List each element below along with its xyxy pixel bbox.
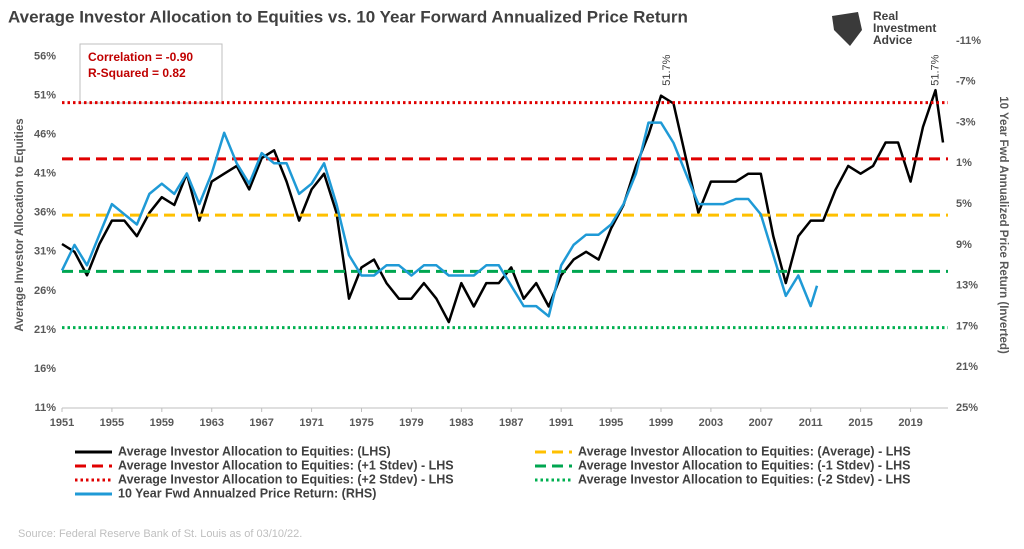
annotation: 51.7% [929, 54, 941, 85]
y-tick-label: 31% [34, 246, 56, 258]
y-tick-label: 16% [34, 363, 56, 375]
logo-icon [832, 12, 862, 46]
series-line [60, 121, 819, 318]
x-tick-label: 1967 [249, 417, 273, 429]
legend-label: Average Investor Allocation to Equities:… [578, 472, 910, 486]
x-tick-label: 1959 [150, 417, 174, 429]
x-tick-label: 1991 [549, 417, 573, 429]
legend-label: Average Investor Allocation to Equities:… [118, 472, 454, 486]
x-tick-label: 2003 [699, 417, 723, 429]
y-tick-label: 26% [34, 285, 56, 297]
y2-tick-label: 13% [956, 280, 978, 292]
stats-text: Correlation = -0.90 [88, 50, 193, 64]
legend-label: Average Investor Allocation to Equities:… [578, 444, 911, 458]
legend-label: Average Investor Allocation to Equities:… [118, 458, 454, 472]
x-tick-label: 2019 [898, 417, 922, 429]
x-tick-label: 1975 [349, 417, 373, 429]
y2-tick-label: 21% [956, 361, 978, 373]
y2-tick-label: 5% [956, 198, 972, 210]
y2-tick-label: -3% [956, 116, 976, 128]
y-tick-label: 36% [34, 207, 56, 219]
legend-label: 10 Year Fwd Annualzed Price Return: (RHS… [118, 486, 376, 500]
y2-tick-label: 17% [956, 320, 978, 332]
legend-label: Average Investor Allocation to Equities:… [578, 458, 910, 472]
x-tick-label: 2011 [799, 417, 823, 429]
y2-tick-label: 9% [956, 239, 972, 251]
stats-box [79, 43, 223, 104]
x-tick-label: 1951 [50, 417, 74, 429]
brand-text: Investment [873, 21, 936, 35]
y2-tick-label: -11% [956, 35, 981, 47]
y-tick-label: 56% [34, 51, 56, 63]
annotation: 51.7% [661, 54, 673, 85]
brand-text: Advice [873, 33, 913, 47]
y2-tick-label: -7% [956, 76, 976, 88]
x-tick-label: 1963 [200, 417, 224, 429]
legend-label: Average Investor Allocation to Equities:… [118, 444, 391, 458]
y-axis-title: Average Investor Allocation to Equities [14, 118, 26, 331]
x-tick-label: 1979 [399, 417, 423, 429]
y-tick-label: 21% [34, 324, 56, 336]
x-tick-label: 2015 [848, 417, 872, 429]
y-tick-label: 41% [34, 168, 56, 180]
y-tick-label: 46% [34, 129, 56, 141]
source-note: Source: Federal Reserve Bank of St. Loui… [18, 528, 302, 540]
y2-tick-label: 25% [956, 402, 978, 414]
x-tick-label: 1955 [100, 417, 124, 429]
series-line [61, 88, 945, 324]
x-tick-label: 2007 [749, 417, 773, 429]
x-tick-label: 1983 [449, 417, 473, 429]
x-tick-label: 1987 [499, 417, 523, 429]
x-tick-label: 1999 [649, 417, 673, 429]
y-tick-label: 51% [34, 90, 56, 102]
x-tick-label: 1971 [299, 417, 323, 429]
y2-tick-label: 1% [956, 157, 972, 169]
x-tick-label: 1995 [599, 417, 623, 429]
y2-axis-title: 10 Year Fwd Annualized Price Return (Inv… [997, 96, 1009, 354]
chart-title: Average Investor Allocation to Equities … [8, 7, 688, 26]
stats-text: R-Squared = 0.82 [88, 66, 186, 80]
brand-logo: Real Investment Advice [832, 9, 936, 47]
brand-text: Real [873, 9, 898, 23]
y-tick-label: 11% [35, 402, 57, 414]
